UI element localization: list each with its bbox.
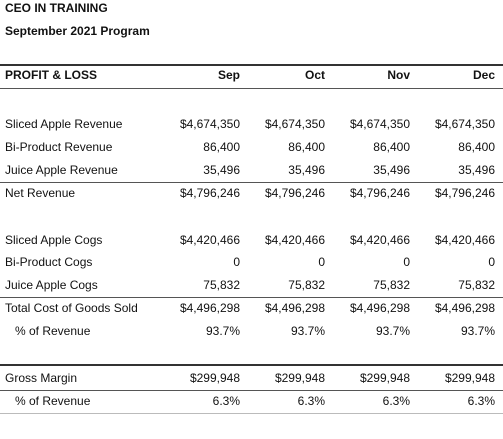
cell: 86,400	[373, 140, 410, 154]
cell: 35,496	[458, 163, 495, 177]
cell: $4,674,350	[349, 117, 410, 131]
cell: $299,948	[444, 371, 495, 385]
row-label: Juice Apple Revenue	[5, 163, 118, 177]
cell: $4,496,298	[179, 301, 240, 315]
cell: 93.7%	[375, 324, 410, 338]
rule	[0, 64, 503, 66]
row-label: % of Revenue	[15, 394, 91, 408]
cell: $299,948	[359, 371, 410, 385]
cell: 93.7%	[460, 324, 495, 338]
rule	[0, 182, 503, 183]
cell: $4,496,298	[349, 301, 410, 315]
cell: $4,674,350	[264, 117, 325, 131]
cell: 75,832	[203, 278, 240, 292]
cell: $299,948	[189, 371, 240, 385]
row-label: Bi-Product Revenue	[5, 140, 113, 154]
title: CEO IN TRAINING	[5, 1, 108, 15]
cell: 0	[488, 255, 495, 269]
cell: 0	[318, 255, 325, 269]
cell: $4,796,246	[434, 186, 495, 200]
cell: $4,420,466	[264, 233, 325, 247]
cell: $4,674,350	[434, 117, 495, 131]
cell: $4,796,246	[349, 186, 410, 200]
cell: $4,496,298	[434, 301, 495, 315]
row-label: Bi-Product Cogs	[5, 255, 93, 269]
column-header: Dec	[472, 68, 495, 82]
cell: 6.3%	[212, 394, 240, 408]
row-label: Juice Apple Cogs	[5, 278, 98, 292]
row-label: Net Revenue	[5, 186, 76, 200]
row-label: Sliced Apple Revenue	[5, 117, 123, 131]
column-header: PROFIT & LOSS	[5, 68, 98, 82]
rule	[0, 364, 503, 366]
cell: $299,948	[274, 371, 325, 385]
cell: 86,400	[203, 140, 240, 154]
row-label: Total Cost of Goods Sold	[5, 301, 138, 315]
cell: $4,796,246	[179, 186, 240, 200]
cell: 75,832	[288, 278, 325, 292]
cell: 75,832	[458, 278, 495, 292]
cell: 93.7%	[290, 324, 325, 338]
rule	[0, 297, 503, 298]
rule	[0, 413, 503, 414]
cell: $4,420,466	[179, 233, 240, 247]
subtitle: September 2021 Program	[5, 24, 150, 38]
cell: $4,674,350	[179, 117, 240, 131]
row-label: Gross Margin	[5, 371, 78, 385]
cell: 86,400	[458, 140, 495, 154]
cell: $4,420,466	[349, 233, 410, 247]
column-header: Sep	[217, 68, 240, 82]
cell: $4,496,298	[264, 301, 325, 315]
rule	[0, 88, 503, 89]
cell: 75,832	[373, 278, 410, 292]
cell: 6.3%	[297, 394, 325, 408]
cell: 0	[233, 255, 240, 269]
cell: 35,496	[288, 163, 325, 177]
rule	[0, 390, 503, 391]
column-header: Nov	[387, 68, 410, 82]
cell: 0	[403, 255, 410, 269]
cell: 93.7%	[205, 324, 240, 338]
cell: $4,420,466	[434, 233, 495, 247]
cell: 6.3%	[382, 394, 410, 408]
cell: 35,496	[203, 163, 240, 177]
cell: 35,496	[373, 163, 410, 177]
row-label: Sliced Apple Cogs	[5, 233, 103, 247]
column-header: Oct	[304, 68, 325, 82]
cell: 86,400	[288, 140, 325, 154]
row-label: % of Revenue	[15, 324, 91, 338]
cell: $4,796,246	[264, 186, 325, 200]
cell: 6.3%	[467, 394, 495, 408]
